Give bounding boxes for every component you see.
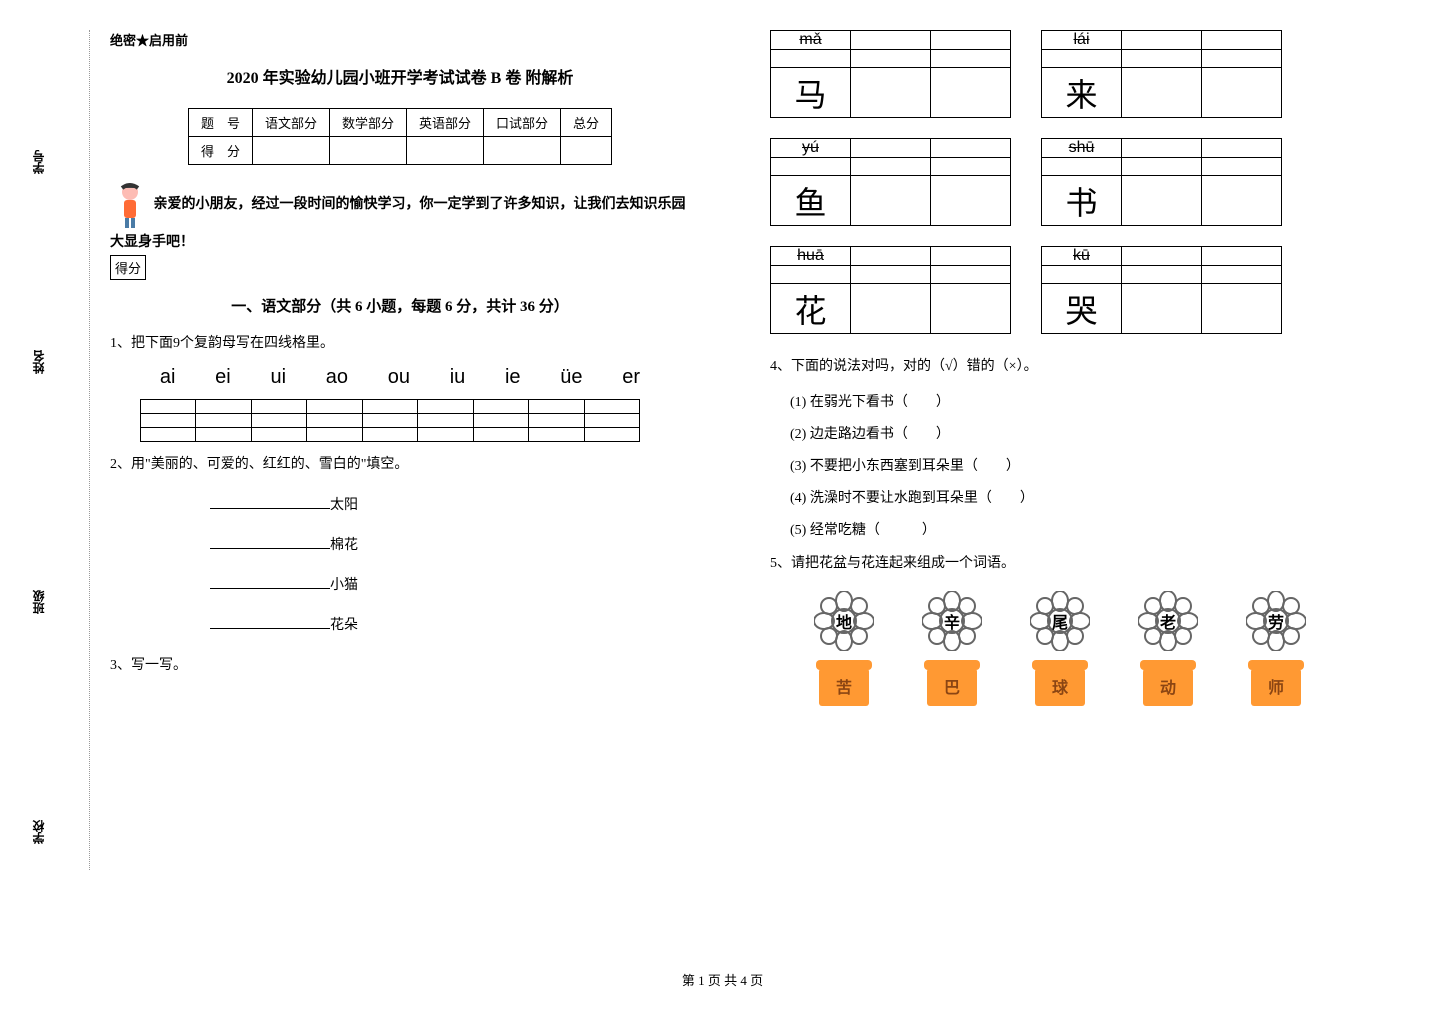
question-3: 3、写一写。 [110,653,690,678]
td-oral[interactable] [484,137,561,165]
binding-school[interactable]: 学校 [30,820,47,844]
pinyin-ie: ie [505,366,521,389]
pot-3[interactable]: 球 [1035,666,1085,706]
char-card-yu: yú 鱼 [770,138,1011,226]
th-math: 数学部分 [329,109,406,137]
char-row-3: huā 花 kū 哭 [770,246,1350,334]
pinyin-ei: ei [215,366,231,389]
score-table: 题 号 语文部分 数学部分 英语部分 口试部分 总分 得 分 [188,108,612,165]
char-row-2: yú 鱼 shū 书 [770,138,1350,226]
question-1: 1、把下面9个复韵母写在四线格里。 [110,331,690,356]
binding-margin: 学校 班级 姓名 学号 [60,30,90,870]
pinyin-ou: ou [388,366,410,389]
td-math[interactable] [329,137,406,165]
q2-item-2: 棉花 [210,533,690,558]
exam-title: 2020 年实验幼儿园小班开学考试试卷 B 卷 附解析 [110,64,690,88]
q4-item-3: (3) 不要把小东西塞到耳朵里（ ） [790,455,1350,475]
th-number: 题 号 [188,109,252,137]
intro-text: 亲爱的小朋友，经过一段时间的愉快学习，你一定学到了许多知识，让我们去知识乐园大显… [110,197,686,250]
char-card-ma: mǎ 马 [770,30,1011,118]
confidential-mark: 绝密★启用前 [110,30,690,49]
pinyin-ui: ui [270,366,286,389]
binding-id[interactable]: 学号 [30,150,47,174]
pinyin-ai: ai [160,366,176,389]
th-chinese: 语文部分 [252,109,329,137]
binding-class[interactable]: 班级 [30,590,47,614]
question-4: 4、下面的说法对吗，对的（√）错的（×）。 [770,354,1350,379]
td-total[interactable] [561,137,612,165]
pot-2[interactable]: 巴 [927,666,977,706]
binding-name[interactable]: 姓名 [30,350,47,374]
flower-3[interactable]: 尾 [1030,591,1090,651]
char-card-lai: lái 来 [1041,30,1282,118]
pinyin-list: ai ei ui ao ou iu ie üe er [140,366,660,389]
flower-row: 地 辛 尾 老 劳 [790,591,1330,651]
char-row-1: mǎ 马 lái 来 [770,30,1350,118]
q2-item-3: 小猫 [210,573,690,598]
flower-5[interactable]: 劳 [1246,591,1306,651]
pot-5[interactable]: 师 [1251,666,1301,706]
left-column: 绝密★启用前 2020 年实验幼儿园小班开学考试试卷 B 卷 附解析 题 号 语… [110,30,690,721]
td-chinese[interactable] [252,137,329,165]
q4-item-5: (5) 经常吃糖（ ） [790,519,1350,539]
flower-1[interactable]: 地 [814,591,874,651]
child-icon [110,180,150,230]
pot-1[interactable]: 苦 [819,666,869,706]
q4-item-4: (4) 洗澡时不要让水跑到耳朵里（ ） [790,487,1350,507]
td-english[interactable] [407,137,484,165]
char-card-hua: huā 花 [770,246,1011,334]
page-footer: 第 1 页 共 4 页 [0,970,1445,989]
pot-4[interactable]: 动 [1143,666,1193,706]
pinyin-iu: iu [450,366,466,389]
score-box: 得分 [110,255,146,280]
pot-row: 苦 巴 球 动 师 [790,666,1330,706]
question-2: 2、用"美丽的、可爱的、红红的、雪白的"填空。 [110,452,690,477]
q4-item-1: (1) 在弱光下看书（ ） [790,391,1350,411]
right-column: mǎ 马 lái 来 yú 鱼 shū 书 hu [770,30,1350,721]
th-english: 英语部分 [407,109,484,137]
q2-item-4: 花朵 [210,613,690,638]
exam-sheet: 绝密★启用前 2020 年实验幼儿园小班开学考试试卷 B 卷 附解析 题 号 语… [110,30,1390,721]
section1-header: 一、语文部分（共 6 小题，每题 6 分，共计 36 分） [110,295,690,316]
pinyin-ue: üe [560,366,582,389]
char-card-shu: shū 书 [1041,138,1282,226]
pinyin-er: er [622,366,640,389]
th-oral: 口试部分 [484,109,561,137]
td-score-label: 得 分 [188,137,252,165]
intro-block: 亲爱的小朋友，经过一段时间的愉快学习，你一定学到了许多知识，让我们去知识乐园大显… [110,180,690,255]
char-card-ku: kū 哭 [1041,246,1282,334]
q2-item-1: 太阳 [210,493,690,518]
four-line-grid[interactable] [140,399,640,442]
th-total: 总分 [561,109,612,137]
pinyin-ao: ao [326,366,348,389]
question-5: 5、请把花盆与花连起来组成一个词语。 [770,551,1350,576]
flower-2[interactable]: 辛 [922,591,982,651]
q4-item-2: (2) 边走路边看书（ ） [790,423,1350,443]
flower-4[interactable]: 老 [1138,591,1198,651]
